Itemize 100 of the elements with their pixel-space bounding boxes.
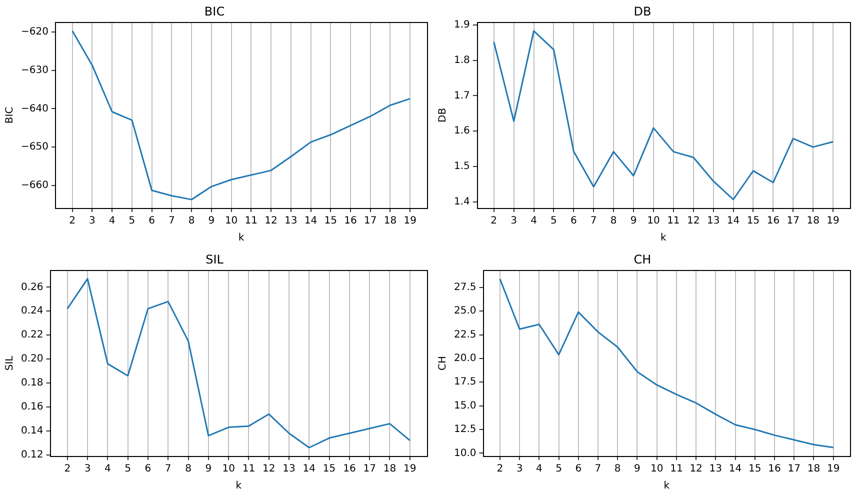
x-tick-label: 16 xyxy=(343,464,356,475)
x-tick-label: 10 xyxy=(222,464,235,475)
x-tick-label: 5 xyxy=(124,464,132,475)
x-tick-label: 10 xyxy=(224,216,238,227)
x-axis-title: k xyxy=(238,232,244,244)
y-tick-label: 0.18 xyxy=(21,378,44,389)
x-tick-label: 9 xyxy=(205,464,212,475)
y-tick-label: 1.8 xyxy=(454,54,470,66)
x-tick-label: 7 xyxy=(594,464,602,475)
x-axis-title: k xyxy=(660,232,667,244)
x-tick-label: 19 xyxy=(826,464,840,475)
x-tick-label: 5 xyxy=(556,464,562,475)
y-axis-title: DB xyxy=(438,108,449,122)
x-tick-label: 6 xyxy=(570,216,577,227)
y-tick-label: 0.20 xyxy=(21,354,44,365)
x-tick-label: 5 xyxy=(128,216,136,227)
y-tick-label: 17.5 xyxy=(454,376,476,388)
x-tick-label: 10 xyxy=(650,464,664,475)
x-tick-label: 8 xyxy=(185,464,192,475)
x-tick-label: 8 xyxy=(610,216,617,227)
x-tick-label: 17 xyxy=(786,216,800,227)
x-tick-label: 11 xyxy=(667,216,680,227)
x-tick-label: 5 xyxy=(550,216,557,227)
y-tick-label: 1.4 xyxy=(454,196,470,208)
x-tick-label: 14 xyxy=(302,464,316,475)
x-tick-label: 2 xyxy=(490,216,498,227)
x-tick-label: 4 xyxy=(536,464,542,475)
y-tick-label: −660 xyxy=(20,180,48,191)
y-tick-label: 15.0 xyxy=(454,400,476,412)
x-tick-label: 3 xyxy=(89,216,96,227)
x-tick-label: 6 xyxy=(144,464,152,475)
y-tick-label: 10.0 xyxy=(454,448,476,459)
y-tick-label: 0.14 xyxy=(21,425,44,436)
x-tick-label: 17 xyxy=(363,464,376,475)
x-tick-label: 8 xyxy=(188,216,195,227)
y-tick-label: 1.5 xyxy=(454,161,470,172)
y-tick-label: 12.5 xyxy=(454,424,476,436)
y-tick-label: −640 xyxy=(20,103,48,114)
x-tick-label: 14 xyxy=(304,216,318,227)
x-tick-label: 19 xyxy=(404,216,416,227)
chart-title: SIL xyxy=(206,252,224,266)
x-tick-label: 4 xyxy=(104,464,111,475)
y-tick-label: 0.12 xyxy=(21,449,44,460)
y-tick-label: 0.26 xyxy=(21,282,44,293)
y-tick-label: 22.5 xyxy=(454,329,476,340)
x-tick-label: 2 xyxy=(496,464,504,475)
x-tick-label: 16 xyxy=(344,216,357,227)
y-tick-label: 20.0 xyxy=(454,353,476,364)
x-tick-label: 8 xyxy=(614,464,621,475)
x-tick-label: 14 xyxy=(726,216,740,227)
x-tick-label: 13 xyxy=(709,464,722,475)
x-tick-label: 18 xyxy=(384,216,397,227)
x-tick-label: 7 xyxy=(164,464,172,475)
y-tick-label: −630 xyxy=(20,64,48,76)
chart-title: DB xyxy=(634,4,652,18)
y-tick-label: 0.22 xyxy=(21,330,44,341)
chart-title: CH xyxy=(634,252,652,266)
y-axis-title: BIC xyxy=(4,106,16,124)
x-tick-label: 11 xyxy=(244,216,258,227)
y-tick-label: 1.9 xyxy=(454,19,470,30)
y-tick-label: 0.16 xyxy=(21,402,44,412)
x-tick-label: 13 xyxy=(706,216,720,227)
x-axis-title: k xyxy=(236,480,242,492)
x-tick-label: 11 xyxy=(670,464,683,475)
x-tick-label: 9 xyxy=(634,464,640,475)
x-tick-label: 2 xyxy=(69,216,76,227)
x-tick-label: 18 xyxy=(807,464,820,475)
y-tick-label: 0.24 xyxy=(21,306,44,317)
x-tick-label: 18 xyxy=(383,464,396,475)
x-tick-label: 4 xyxy=(108,216,116,227)
x-tick-label: 9 xyxy=(208,216,215,227)
x-tick-label: 4 xyxy=(530,216,537,227)
x-tick-label: 10 xyxy=(647,216,660,227)
x-tick-label: 16 xyxy=(766,216,780,227)
x-tick-label: 16 xyxy=(768,464,781,475)
y-tick-label: −620 xyxy=(20,26,48,38)
x-tick-label: 12 xyxy=(262,464,276,475)
x-tick-label: 7 xyxy=(168,216,175,227)
y-axis-title: CH xyxy=(438,356,449,370)
x-tick-label: 13 xyxy=(282,464,296,475)
x-tick-label: 6 xyxy=(575,464,582,475)
x-axis-title: k xyxy=(664,480,670,492)
x-tick-label: 3 xyxy=(84,464,91,475)
x-tick-label: 6 xyxy=(148,216,156,227)
x-tick-label: 7 xyxy=(590,216,597,227)
x-tick-label: 12 xyxy=(687,216,700,227)
x-tick-label: 17 xyxy=(364,216,377,227)
x-tick-label: 15 xyxy=(322,464,336,475)
y-tick-label: 25.0 xyxy=(454,306,476,317)
y-tick-label: 1.6 xyxy=(454,126,470,137)
x-tick-label: 12 xyxy=(264,216,278,227)
x-tick-label: 15 xyxy=(746,216,760,227)
y-axis-title: SIL xyxy=(4,355,16,371)
x-tick-label: 9 xyxy=(630,216,637,227)
chart-title: BIC xyxy=(204,4,225,18)
x-tick-label: 3 xyxy=(516,464,523,475)
y-tick-label: 27.5 xyxy=(454,282,476,294)
x-tick-label: 11 xyxy=(242,464,256,475)
y-tick-label: 1.7 xyxy=(454,90,470,102)
x-tick-label: 13 xyxy=(284,216,298,227)
